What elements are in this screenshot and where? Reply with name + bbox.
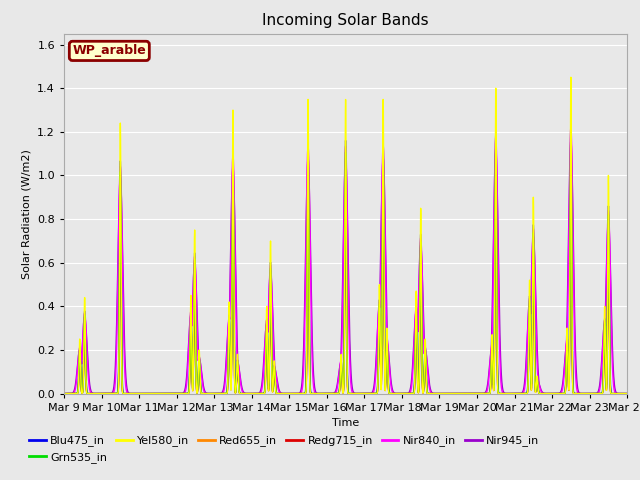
Redg715_in [504,391,511,396]
Nir945_in [135,391,143,396]
Grn535_in [623,391,631,396]
Line: Redg715_in: Redg715_in [64,169,627,394]
Nir840_in [621,391,629,396]
Yel580_in [623,391,631,396]
Text: WP_arable: WP_arable [72,44,146,58]
Red655_in [623,391,631,396]
Nir945_in [60,391,68,396]
Nir840_in [135,391,143,396]
Yel580_in [504,391,511,396]
Nir945_in [567,138,575,144]
Nir840_in [504,391,511,396]
Nir945_in [424,362,431,368]
Blu475_in [504,391,511,396]
Grn535_in [175,391,182,396]
Blu475_in [623,391,631,396]
Grn535_in [135,391,143,396]
Yel580_in [424,390,431,396]
Line: Blu475_in: Blu475_in [64,121,627,394]
Nir945_in [175,391,182,396]
Yel580_in [175,391,182,396]
Blu475_in [621,391,629,396]
Red655_in [621,391,629,396]
Red655_in [271,373,279,379]
Legend: Blu475_in, Grn535_in, Yel580_in, Red655_in, Redg715_in, Nir840_in, Nir945_in: Blu475_in, Grn535_in, Yel580_in, Red655_… [24,431,544,467]
Nir840_in [175,391,182,396]
Red655_in [135,391,143,396]
Grn535_in [567,132,575,137]
Nir945_in [504,391,511,396]
Blu475_in [180,391,188,396]
Redg715_in [567,166,575,172]
Blu475_in [175,391,182,396]
Line: Nir945_in: Nir945_in [64,141,627,394]
Yel580_in [567,74,575,80]
Yel580_in [180,391,188,396]
Nir840_in [567,125,575,131]
Nir945_in [623,391,631,396]
Grn535_in [424,390,431,396]
Grn535_in [180,391,188,396]
Redg715_in [621,391,629,396]
Yel580_in [60,391,68,396]
Nir945_in [180,388,188,394]
Red655_in [175,391,182,396]
Nir840_in [180,390,188,396]
Nir840_in [271,364,279,370]
Line: Grn535_in: Grn535_in [64,134,627,394]
Grn535_in [621,391,629,396]
Grn535_in [504,391,511,396]
Blu475_in [135,391,143,396]
Line: Red655_in: Red655_in [64,159,627,394]
Redg715_in [135,391,143,396]
Y-axis label: Solar Radiation (W/m2): Solar Radiation (W/m2) [22,149,31,278]
Grn535_in [60,391,68,396]
Line: Nir840_in: Nir840_in [64,128,627,394]
Yel580_in [135,391,143,396]
Blu475_in [424,389,431,395]
Redg715_in [60,391,68,396]
Nir840_in [424,365,431,371]
Nir945_in [271,365,279,371]
Red655_in [180,391,188,396]
Nir945_in [621,391,629,396]
Red655_in [424,390,431,396]
Blu475_in [567,119,575,124]
Redg715_in [180,391,188,396]
Grn535_in [271,372,279,378]
Yel580_in [621,391,629,396]
Nir840_in [623,391,631,396]
Redg715_in [424,390,431,396]
Red655_in [60,391,68,396]
Redg715_in [623,391,631,396]
Red655_in [567,156,575,162]
Line: Yel580_in: Yel580_in [64,77,627,394]
Title: Incoming Solar Bands: Incoming Solar Bands [262,13,429,28]
Blu475_in [271,370,279,375]
X-axis label: Time: Time [332,418,359,428]
Nir840_in [60,391,68,396]
Redg715_in [271,375,279,381]
Blu475_in [60,391,68,396]
Redg715_in [175,391,182,396]
Yel580_in [271,370,279,375]
Red655_in [504,391,511,396]
